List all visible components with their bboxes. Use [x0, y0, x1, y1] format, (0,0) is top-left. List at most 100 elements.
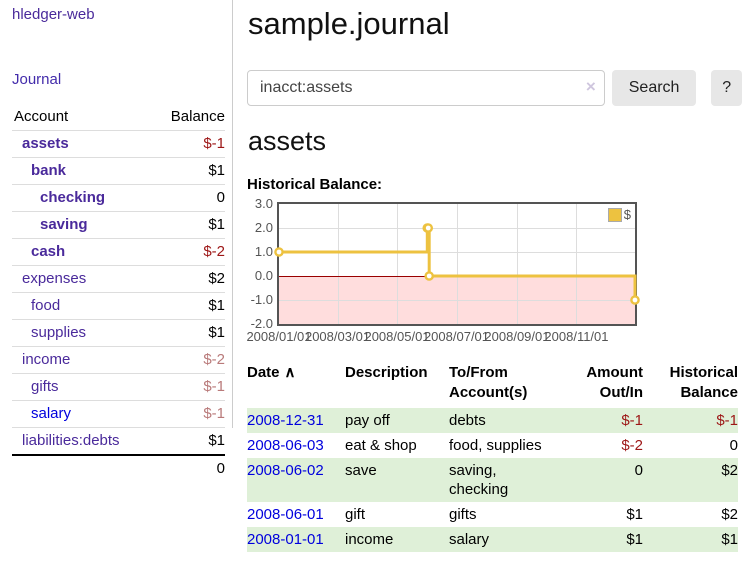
y-axis-tick-label: 2.0: [254, 220, 273, 235]
account-row: liabilities:debts $1: [12, 427, 225, 455]
column-header-description: Description: [345, 364, 428, 381]
transaction-accounts: gifts: [449, 506, 477, 523]
account-link[interactable]: assets: [22, 135, 69, 152]
app-brand-link[interactable]: hledger-web: [12, 6, 95, 23]
transaction-description: pay off: [345, 412, 390, 429]
transaction-balance: $2: [721, 462, 738, 479]
account-link[interactable]: supplies: [31, 324, 87, 341]
sidebar-item-journal[interactable]: Journal: [12, 71, 62, 88]
x-axis-tick-label: 2008/01/01: [246, 329, 312, 344]
search-bar: × Search ?: [247, 70, 742, 106]
transaction-accounts: salary: [449, 531, 490, 548]
chart-plot-area: $: [274, 202, 640, 326]
y-axis-tick-label: 0.0: [254, 268, 273, 283]
account-link[interactable]: expenses: [22, 270, 87, 287]
transaction-accounts: saving, checking: [449, 462, 509, 498]
account-row: food $1: [12, 292, 225, 320]
chart-title: Historical Balance:: [247, 176, 383, 193]
clear-search-icon[interactable]: ×: [585, 77, 596, 96]
gridline: [279, 300, 635, 301]
data-point-marker: [423, 223, 434, 233]
transaction-description: eat & shop: [345, 437, 417, 454]
help-button[interactable]: ?: [711, 70, 742, 106]
transaction-amount: $1: [626, 506, 643, 523]
gridline: [338, 204, 339, 324]
gridline: [576, 204, 577, 324]
transaction-accounts: debts: [449, 412, 486, 429]
account-link[interactable]: saving: [40, 216, 88, 233]
transaction-balance: 0: [729, 437, 738, 454]
account-row: supplies $1: [12, 319, 225, 347]
y-axis-tick-label: 1.0: [254, 244, 273, 259]
account-link[interactable]: salary: [31, 405, 72, 422]
account-row: assets $-1: [12, 130, 225, 158]
transaction-description: gift: [345, 506, 366, 523]
account-balance: $-2: [151, 238, 225, 266]
transaction-balance: $1: [721, 531, 738, 548]
gridline: [279, 228, 635, 229]
account-link[interactable]: food: [31, 297, 61, 314]
main-content: sample.journal × Search ? assets Histori…: [246, 0, 742, 552]
transaction-accounts: food, supplies: [449, 437, 542, 454]
sort-ascending-icon: ∧: [284, 364, 296, 381]
account-balance: $1: [151, 319, 225, 347]
transaction-row: 2008-01-01 income salary $1 $1: [247, 527, 738, 552]
account-balance: $1: [151, 292, 225, 320]
account-link[interactable]: cash: [31, 243, 66, 260]
account-row: saving $1: [12, 211, 225, 239]
x-axis-tick-label: 2008/05/01: [364, 329, 430, 344]
account-balance: $-1: [151, 373, 225, 401]
transaction-row: 2008-06-03 eat & shop food, supplies $-2 0: [247, 433, 738, 458]
register-table: Date ∧ Description To/From Account(s) Amo…: [247, 363, 738, 552]
data-point-marker: [424, 271, 435, 281]
account-tree-body: assets $-1 bank $1 checking 0 saving $1 cash $-2 e…: [12, 130, 225, 455]
gridline: [279, 252, 635, 253]
transaction-amount: $-1: [621, 412, 643, 429]
transaction-amount: $1: [626, 531, 643, 548]
legend-label: $: [623, 207, 631, 222]
transaction-date-link[interactable]: 2008-06-03: [247, 437, 324, 454]
account-row: income $-2: [12, 346, 225, 374]
account-balance: $-2: [151, 346, 225, 374]
transaction-date-link[interactable]: 2008-01-01: [247, 531, 324, 548]
account-link[interactable]: liabilities:debts: [22, 432, 120, 449]
transaction-balance: $-1: [716, 412, 738, 429]
x-axis-tick-label: 2008/03/01: [304, 329, 371, 344]
transaction-date-link[interactable]: 2008-06-02: [247, 462, 324, 479]
account-row: salary $-1: [12, 400, 225, 428]
search-button[interactable]: Search: [611, 70, 697, 106]
x-axis-tick-label: 2008/11/01: [544, 329, 609, 344]
gridline: [457, 204, 458, 324]
search-input[interactable]: [247, 70, 605, 106]
transaction-row: 2008-12-31 pay off debts $-1 $-1: [247, 408, 738, 433]
transaction-date-link[interactable]: 2008-12-31: [247, 412, 324, 429]
column-header-amount: Amount Out/In: [586, 364, 643, 401]
register-header-row: Date ∧ Description To/From Account(s) Amo…: [247, 363, 738, 408]
transaction-date-link[interactable]: 2008-06-01: [247, 506, 324, 523]
gridline: [517, 204, 518, 324]
account-row: gifts $-1: [12, 373, 225, 401]
transaction-balance: $2: [721, 506, 738, 523]
y-axis-tick-label: -2.0: [250, 316, 273, 331]
account-total-balance: 0: [151, 454, 225, 482]
transaction-amount: $-2: [621, 437, 643, 454]
register-body: 2008-12-31 pay off debts $-1 $-1 2008-06-03 ea…: [247, 408, 738, 552]
account-link[interactable]: bank: [31, 162, 67, 179]
x-axis-tick-label: 2008/09/01: [484, 329, 550, 344]
balance-step-line: [274, 223, 640, 305]
balance-column-header: Balance: [170, 108, 225, 125]
transaction-row: 2008-06-01 gift gifts $1 $2: [247, 502, 738, 527]
account-column-header: Account: [14, 108, 69, 125]
account-balance: 0: [151, 184, 225, 212]
account-balance: $-1: [151, 400, 225, 428]
account-link[interactable]: income: [22, 351, 71, 368]
transaction-description: income: [345, 531, 394, 548]
account-link[interactable]: checking: [40, 189, 106, 206]
transaction-amount: 0: [634, 462, 643, 479]
account-balance: $2: [151, 265, 225, 293]
gridline: [397, 204, 398, 324]
account-link[interactable]: gifts: [31, 378, 59, 395]
account-balance: $1: [151, 157, 225, 185]
legend-swatch-icon: [607, 207, 622, 222]
historical-balance-chart: $ 2008/01/01 2008/03/01 2008/05/01 2008/07/…: [246, 196, 742, 348]
